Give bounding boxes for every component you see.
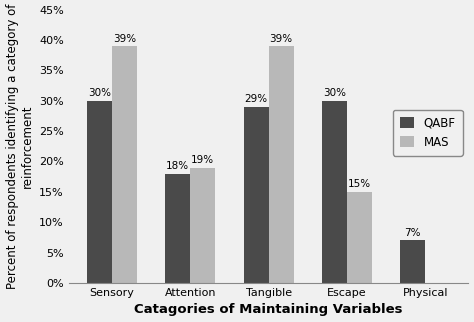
Y-axis label: Percent of respondents identifying a category of
reinforcement: Percent of respondents identifying a cat… — [6, 4, 34, 289]
X-axis label: Catagories of Maintaining Variables: Catagories of Maintaining Variables — [134, 303, 403, 317]
Bar — [347, 192, 372, 283]
Text: 7%: 7% — [404, 228, 421, 238]
Legend: QABF, MAS: QABF, MAS — [393, 109, 463, 156]
Text: 39%: 39% — [270, 33, 292, 43]
Text: 19%: 19% — [191, 155, 214, 165]
Text: 30%: 30% — [323, 88, 346, 98]
Bar — [190, 167, 215, 283]
Bar — [165, 174, 190, 283]
Text: 15%: 15% — [348, 179, 371, 189]
Bar — [112, 46, 137, 283]
Text: 39%: 39% — [113, 33, 136, 43]
Text: 29%: 29% — [245, 94, 268, 104]
Bar — [87, 101, 112, 283]
Bar — [322, 101, 347, 283]
Bar — [400, 241, 425, 283]
Bar — [244, 107, 269, 283]
Bar — [269, 46, 294, 283]
Text: 18%: 18% — [166, 161, 189, 171]
Text: 30%: 30% — [88, 88, 111, 98]
